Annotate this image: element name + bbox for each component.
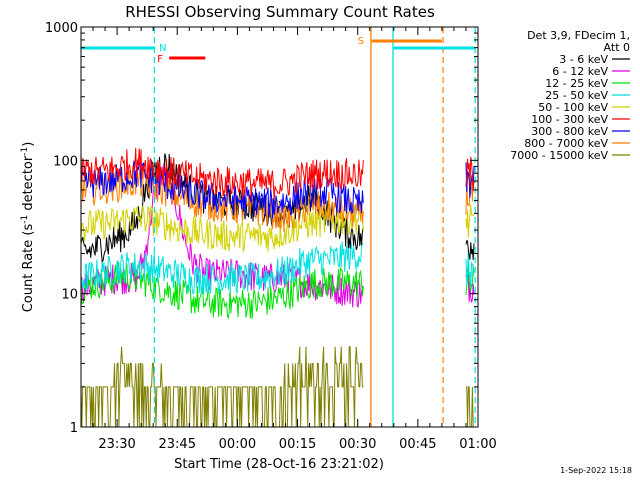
axis-layer: 23:30 23:45 00:00 00:15 00:30 00:45 01:00 1 10 10… <box>45 21 497 452</box>
legend-label-50-100-kev: 50 - 100 keV <box>538 101 608 114</box>
legend-label-100-300-kev: 100 - 300 keV <box>531 113 608 126</box>
x-tick-label-5: 00:45 <box>399 437 436 452</box>
legend-label-7000-15000-kev: 7000 - 15000 keV <box>510 149 608 162</box>
chart-title: RHESSI Observing Summary Count Rates <box>125 3 435 21</box>
legend-label-3-6-kev: 3 - 6 keV <box>559 53 608 66</box>
x-tick-label-3: 00:15 <box>279 437 316 452</box>
y-tick-label-2: 100 <box>53 154 78 169</box>
x-tick-label-4: 00:30 <box>339 437 376 452</box>
legend-label-6-12-kev: 6 - 12 keV <box>552 65 608 78</box>
timestamp: 1-Sep-2022 15:18 <box>560 466 632 475</box>
x-axis-label: Start Time (28-Oct-16 23:21:02) <box>174 457 384 472</box>
series-line-7000-15000-kev <box>80 346 474 428</box>
series-line-50-100-kev <box>80 203 475 253</box>
y-axis-label-main: Count Rate (s <box>21 224 36 313</box>
y-tick-label-0: 1 <box>70 421 78 436</box>
series-line-25-50-kev <box>80 241 475 295</box>
x-tick-label-1: 23:45 <box>159 437 196 452</box>
legend-header-line2: Att 0 <box>604 41 630 54</box>
data-layer <box>80 147 475 428</box>
x-tick-label-6: 01:00 <box>459 437 496 452</box>
y-axis-label: Count Rate (s-1 detector-1) <box>20 142 36 313</box>
flare-label: F <box>157 54 163 65</box>
y-tick-label-3: 1000 <box>45 21 78 36</box>
legend-label-300-800-kev: 300 - 800 keV <box>531 125 608 138</box>
y-axis-label-end: ) <box>21 142 36 147</box>
x-tick-label-2: 00:00 <box>219 437 256 452</box>
saa-label: S <box>358 36 364 47</box>
annotation-layer: NF S <box>81 27 476 427</box>
legend-label-800-7000-kev: 800 - 7000 keV <box>524 137 608 150</box>
y-axis-label-sup2: -1 <box>20 147 30 156</box>
x-tick-label-0: 23:30 <box>98 437 135 452</box>
series-line-100-300-kev <box>80 147 475 200</box>
series-line-6-12-kev <box>80 163 475 308</box>
y-axis-label-sup1: -1 <box>20 215 30 224</box>
y-axis-label-mid: detector <box>21 155 36 215</box>
night-label: N <box>159 43 166 54</box>
plot-frame <box>80 26 479 428</box>
series-line-800-7000-kev <box>80 166 475 233</box>
legend-header-line1: Det 3,9, FDecim 1, <box>527 29 630 42</box>
legend-label-25-50-kev: 25 - 50 keV <box>545 89 608 102</box>
y-tick-label-1: 10 <box>61 288 78 303</box>
legend-label-12-25-kev: 12 - 25 keV <box>545 77 608 90</box>
